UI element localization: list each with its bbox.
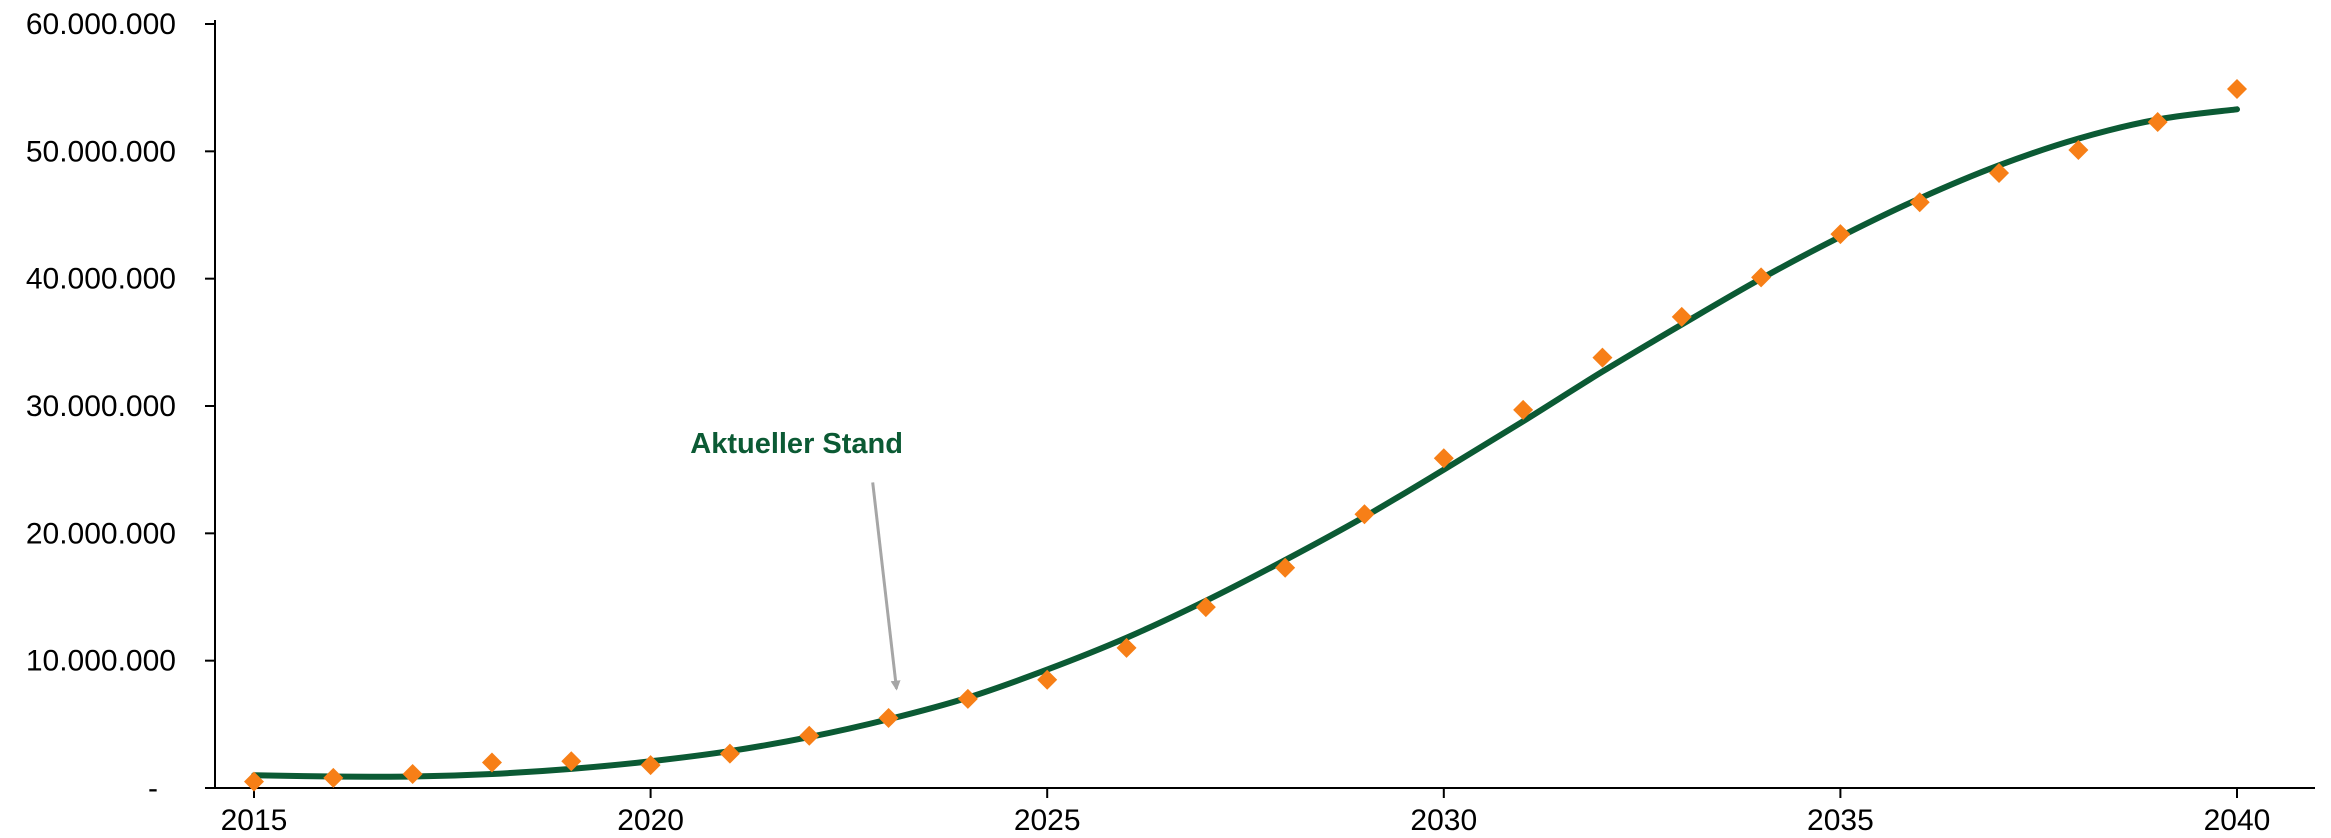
data-point-diamond bbox=[1195, 597, 1216, 618]
annotation-layer: Aktueller Stand bbox=[690, 428, 903, 691]
data-point-diamond bbox=[1513, 399, 1534, 420]
data-point-diamond bbox=[799, 725, 820, 746]
x-tick-label: 2030 bbox=[1410, 804, 1477, 837]
axes bbox=[214, 20, 2315, 789]
data-point-diamond bbox=[1989, 162, 2010, 183]
x-tick-label: 2020 bbox=[617, 804, 684, 837]
data-point-diamond bbox=[1354, 504, 1375, 525]
y-tick-label: 40.000.000 bbox=[26, 263, 176, 296]
data-point-diamond bbox=[1671, 306, 1692, 327]
annotation-arrow bbox=[871, 482, 901, 691]
data-point-diamond bbox=[2147, 112, 2168, 133]
series-layer bbox=[244, 78, 2247, 792]
data-point-diamond bbox=[244, 771, 264, 792]
y-tick-label: - bbox=[148, 772, 158, 805]
data-point-diamond bbox=[2068, 140, 2089, 161]
data-point-diamond bbox=[957, 688, 978, 709]
annotation-label: Aktueller Stand bbox=[690, 428, 903, 460]
trend-line bbox=[251, 106, 2240, 780]
y-tick-label: 30.000.000 bbox=[26, 390, 176, 423]
x-tick-label: 2035 bbox=[1807, 804, 1874, 837]
data-point-diamond bbox=[1830, 224, 1851, 245]
data-point-diamond bbox=[481, 752, 502, 773]
data-point-diamond bbox=[1037, 669, 1058, 690]
data-point-diamond bbox=[1116, 637, 1137, 658]
data-point-diamond bbox=[1751, 267, 1772, 288]
data-point-diamond bbox=[1433, 448, 1454, 469]
data-point-diamond bbox=[561, 751, 582, 772]
data-point-diamond bbox=[2227, 78, 2247, 99]
y-tick-label: 20.000.000 bbox=[26, 517, 176, 550]
x-ticks: 2015 2020 2025 2030 2035 2040 bbox=[221, 788, 2271, 837]
data-point-diamond bbox=[1909, 192, 1930, 213]
data-point-diamond bbox=[1592, 347, 1613, 368]
data-point-diamond bbox=[719, 743, 740, 764]
x-tick-label: 2015 bbox=[221, 804, 288, 837]
x-tick-label: 2025 bbox=[1014, 804, 1081, 837]
data-point-diamond bbox=[1275, 557, 1296, 578]
data-point-diamond bbox=[323, 767, 344, 788]
y-tick-label: 60.000.000 bbox=[26, 8, 176, 41]
x-tick-label: 2040 bbox=[2204, 804, 2271, 837]
y-ticks: - 10.000.000 20.000.000 30.000.000 40.000.00… bbox=[26, 8, 215, 805]
data-point-diamond bbox=[878, 707, 899, 728]
y-tick-label: 50.000.000 bbox=[26, 135, 176, 168]
data-point-diamond bbox=[640, 755, 661, 776]
data-point-diamond bbox=[402, 763, 423, 784]
y-tick-label: 10.000.000 bbox=[26, 645, 176, 678]
